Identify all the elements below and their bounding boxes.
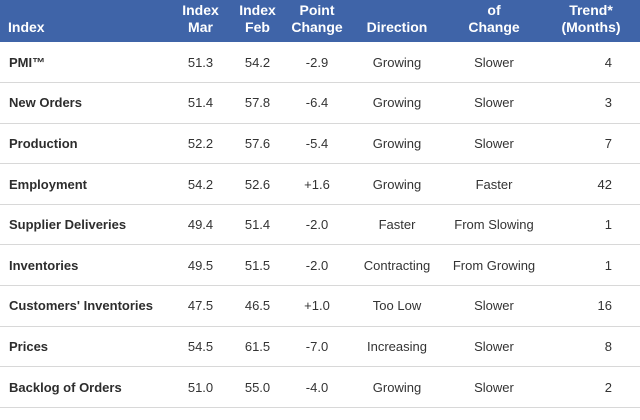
row-index-name: Supplier Deliveries xyxy=(9,217,127,233)
header-mar-line-1: Index xyxy=(182,2,219,18)
row-feb-value: 46.5 xyxy=(244,298,271,314)
header-mar-line-2: Mar xyxy=(188,19,213,35)
row-rate-of-change: Slower xyxy=(474,95,514,111)
row-trend: 16 xyxy=(597,298,612,314)
row-point-change: -5.4 xyxy=(305,135,329,151)
row-point-change: -2.0 xyxy=(305,217,329,233)
row-feb-value: 51.5 xyxy=(244,257,271,273)
row-mar-value: 51.3 xyxy=(187,54,214,70)
table-row: New Orders 51.4 57.8 -6.4 Growing Slower… xyxy=(0,83,640,124)
row-direction: Increasing xyxy=(367,338,427,354)
table-row: Supplier Deliveries 49.4 51.4 -2.0 Faste… xyxy=(0,204,640,245)
row-feb-value: 57.8 xyxy=(244,95,271,111)
table-row: Employment 54.2 52.6 +1.6 Growing Faster… xyxy=(0,164,640,205)
header-trend-months: Trend* (Months) xyxy=(542,0,640,42)
row-direction: Too Low xyxy=(372,298,422,314)
row-mar-value: 52.2 xyxy=(187,135,214,151)
header-trend-line-2: (Months) xyxy=(561,19,621,35)
row-rate-of-change: Slower xyxy=(474,298,514,314)
row-trend: 7 xyxy=(604,135,612,151)
row-index-name: PMI™ xyxy=(9,54,46,70)
row-feb-value: 52.6 xyxy=(244,176,271,192)
row-mar-value: 54.5 xyxy=(187,338,214,354)
row-trend: 3 xyxy=(604,95,612,111)
table-body: PMI™ 51.3 54.2 -2.9 Growing Slower 4 New… xyxy=(0,42,640,408)
header-feb-line-2: Feb xyxy=(245,19,270,35)
row-index-name: Customers' Inventories xyxy=(9,298,153,314)
row-direction: Growing xyxy=(372,379,422,395)
header-index-mar: Index Mar xyxy=(172,0,229,42)
row-direction: Growing xyxy=(372,54,422,70)
table-row: Production 52.2 57.6 -5.4 Growing Slower… xyxy=(0,123,640,164)
header-change-line-1: Point xyxy=(299,2,335,18)
header-rate-line-2: Change xyxy=(468,19,520,35)
pmi-index-table: Index Index Mar Index Feb Point Change D… xyxy=(0,0,640,408)
table-row: PMI™ 51.3 54.2 -2.9 Growing Slower 4 xyxy=(0,42,640,83)
row-index-name: Prices xyxy=(9,338,49,354)
row-mar-value: 49.4 xyxy=(187,217,214,233)
row-mar-value: 51.0 xyxy=(187,379,214,395)
row-direction: Growing xyxy=(372,95,422,111)
row-index-name: New Orders xyxy=(9,95,82,111)
row-feb-value: 61.5 xyxy=(244,338,271,354)
header-change-line-2: Change xyxy=(291,19,343,35)
header-rate-line-1: of xyxy=(487,2,501,18)
row-direction: Growing xyxy=(372,176,422,192)
row-point-change: -4.0 xyxy=(305,379,329,395)
row-rate-of-change: Slower xyxy=(474,135,514,151)
row-mar-value: 54.2 xyxy=(187,176,214,192)
row-point-change: +1.6 xyxy=(304,176,330,192)
row-direction: Growing xyxy=(372,135,422,151)
row-rate-of-change: From Growing xyxy=(452,257,536,273)
row-mar-value: 47.5 xyxy=(187,298,214,314)
row-mar-value: 51.4 xyxy=(187,95,214,111)
row-rate-of-change: Slower xyxy=(474,338,514,354)
row-rate-of-change: Slower xyxy=(474,379,514,395)
row-rate-of-change: Faster xyxy=(475,176,513,192)
header-index-feb: Index Feb xyxy=(229,0,286,42)
row-trend: 4 xyxy=(604,54,612,70)
row-point-change: +1.0 xyxy=(304,298,330,314)
row-point-change: -7.0 xyxy=(305,338,329,354)
header-row: Index Index Mar Index Feb Point Change D… xyxy=(0,0,640,42)
row-index-name: Employment xyxy=(9,176,88,192)
row-trend: 2 xyxy=(604,379,612,395)
row-rate-of-change: Slower xyxy=(474,54,514,70)
row-trend: 1 xyxy=(604,257,612,273)
row-point-change: -2.9 xyxy=(305,54,329,70)
row-index-name: Production xyxy=(9,135,78,151)
row-trend: 8 xyxy=(604,338,612,354)
row-feb-value: 57.6 xyxy=(244,135,271,151)
header-direction: Direction xyxy=(348,0,446,42)
row-feb-value: 54.2 xyxy=(244,54,271,70)
header-direction-line-1: Direction xyxy=(366,19,428,35)
table-row: Inventories 49.5 51.5 -2.0 Contracting F… xyxy=(0,245,640,286)
row-trend: 1 xyxy=(604,217,612,233)
row-index-name: Inventories xyxy=(9,257,79,273)
row-direction: Faster xyxy=(378,217,416,233)
table-header: Index Index Mar Index Feb Point Change D… xyxy=(0,0,640,42)
row-direction: Contracting xyxy=(363,257,431,273)
header-point-change: Point Change xyxy=(286,0,348,42)
header-trend-line-1: Trend* xyxy=(569,2,613,18)
row-index-name: Backlog of Orders xyxy=(9,379,122,395)
table-row: Backlog of Orders 51.0 55.0 -4.0 Growing… xyxy=(0,367,640,408)
row-rate-of-change: From Slowing xyxy=(454,217,534,233)
row-trend: 42 xyxy=(597,176,612,192)
row-point-change: -2.0 xyxy=(305,257,329,273)
header-index: Index xyxy=(0,0,172,42)
header-feb-line-1: Index xyxy=(239,2,276,18)
header-rate-of-change: of Change xyxy=(446,0,542,42)
table-row: Customers' Inventories 47.5 46.5 +1.0 To… xyxy=(0,286,640,327)
row-feb-value: 51.4 xyxy=(244,217,271,233)
row-feb-value: 55.0 xyxy=(244,379,271,395)
row-mar-value: 49.5 xyxy=(187,257,214,273)
table-row: Prices 54.5 61.5 -7.0 Increasing Slower … xyxy=(0,326,640,367)
row-point-change: -6.4 xyxy=(305,95,329,111)
header-index-line-1: Index xyxy=(8,19,45,35)
